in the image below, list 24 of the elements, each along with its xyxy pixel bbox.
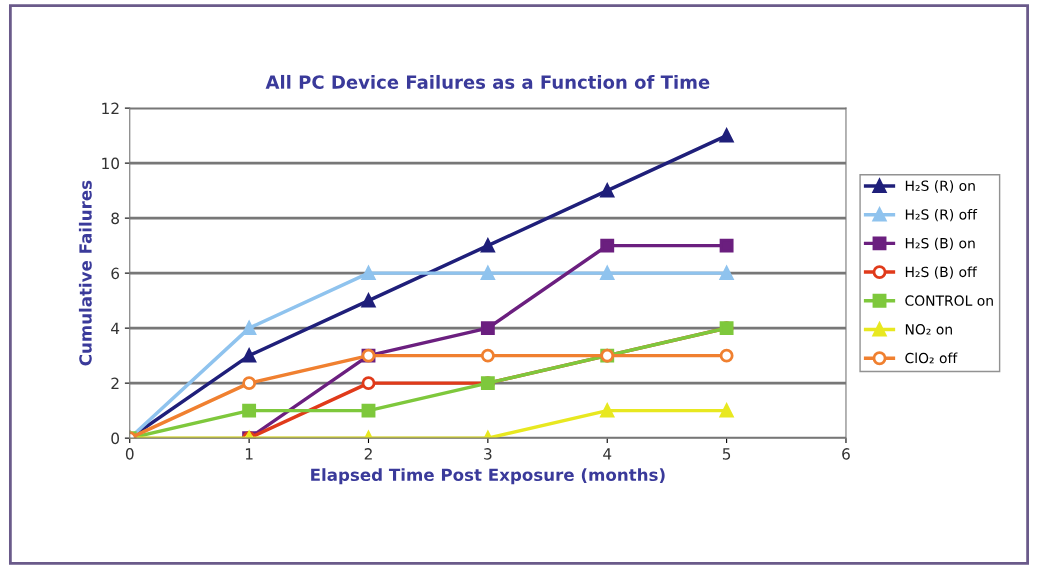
x-tick-label: 6 (842, 448, 850, 460)
y-tick-label: 2 (111, 377, 119, 389)
x-tick-label: 0 (125, 448, 134, 460)
y-tick-label: 10 (102, 157, 120, 170)
y-tick-label: 8 (111, 212, 119, 225)
x-tick-label: 2 (364, 448, 372, 460)
x-tick-label: 1 (245, 448, 253, 460)
legend-label: H₂S (B) off (905, 266, 978, 279)
y-tick-label: 4 (111, 322, 120, 334)
legend-label: ClO₂ off (905, 352, 958, 364)
y-tick-label: 12 (102, 102, 119, 114)
y-axis-title: Cumulative Failures (78, 180, 92, 366)
y-tick-label: 6 (111, 267, 120, 280)
x-tick-label: 5 (722, 448, 731, 460)
chart-title: All PC Device Failures as a Function of Time (265, 74, 710, 89)
legend-label: H₂S (R) off (905, 208, 978, 222)
legend-label: H₂S (B) on (905, 237, 975, 251)
x-tick-label: 3 (484, 448, 492, 460)
legend-label: NO₂ on (905, 324, 952, 335)
legend-label: H₂S (R) on (905, 180, 975, 193)
x-axis-title: Elapsed Time Post Exposure (months) (311, 468, 665, 485)
legend-label: CONTROL on (905, 295, 993, 306)
x-tick-label: 4 (603, 448, 612, 460)
y-tick-label: 0 (111, 432, 120, 445)
